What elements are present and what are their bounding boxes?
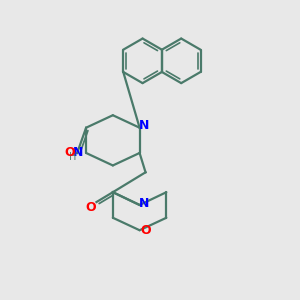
Text: O: O: [65, 146, 75, 160]
Text: N: N: [73, 146, 83, 160]
Text: O: O: [141, 224, 152, 237]
Text: N: N: [139, 197, 149, 210]
Text: O: O: [85, 201, 96, 214]
Text: H: H: [69, 152, 77, 161]
Text: N: N: [139, 119, 149, 132]
